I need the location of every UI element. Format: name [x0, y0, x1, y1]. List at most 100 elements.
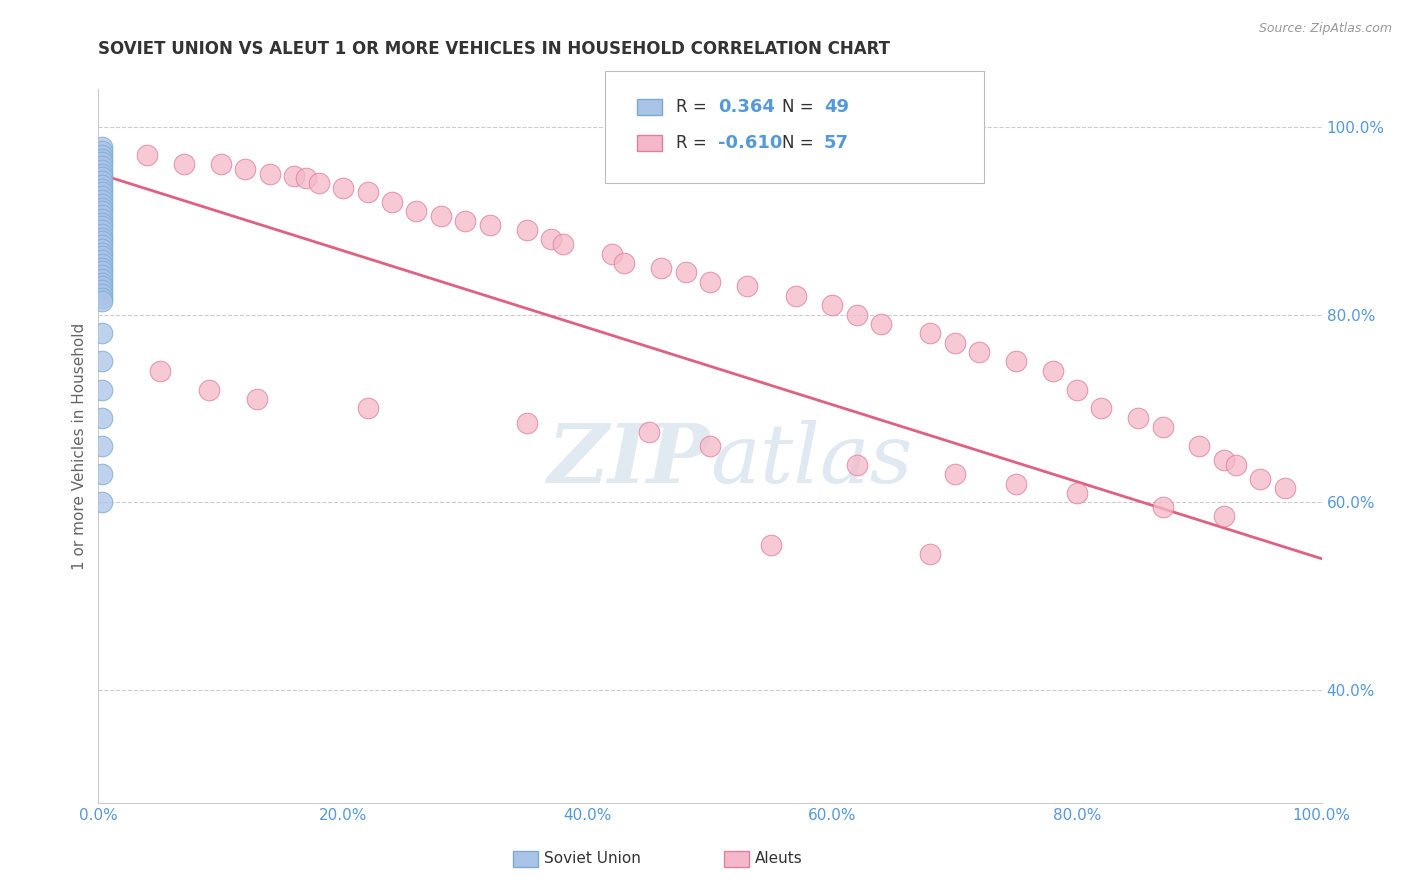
Point	[1066, 383, 1088, 397]
Point	[91, 410, 114, 425]
Point	[1090, 401, 1112, 416]
Point	[91, 140, 114, 154]
Point	[91, 326, 114, 341]
Text: R =: R =	[676, 134, 713, 152]
Point	[356, 186, 378, 200]
Point	[91, 264, 114, 278]
Point	[1004, 354, 1026, 368]
Point	[1128, 410, 1150, 425]
Point	[478, 219, 501, 233]
Point	[91, 152, 114, 166]
Point	[381, 194, 404, 209]
Text: Aleuts: Aleuts	[755, 852, 803, 866]
Text: R =: R =	[676, 98, 713, 116]
Point	[91, 193, 114, 207]
Point	[91, 268, 114, 282]
Point	[1066, 486, 1088, 500]
Point	[600, 246, 623, 260]
Point	[1152, 500, 1174, 514]
Text: ZIP: ZIP	[547, 420, 710, 500]
Point	[967, 345, 990, 359]
Point	[1212, 453, 1234, 467]
Point	[91, 189, 114, 203]
Point	[91, 279, 114, 293]
Point	[91, 272, 114, 286]
Point	[699, 439, 721, 453]
Point	[1188, 439, 1211, 453]
Point	[91, 223, 114, 237]
Point	[91, 219, 114, 234]
Text: atlas: atlas	[710, 420, 912, 500]
Point	[735, 279, 758, 293]
Point	[553, 237, 575, 252]
Text: N =: N =	[782, 98, 818, 116]
Point	[1004, 476, 1026, 491]
Point	[295, 171, 318, 186]
Point	[91, 242, 114, 256]
Text: 0.364: 0.364	[718, 98, 775, 116]
Point	[91, 245, 114, 260]
Point	[173, 157, 195, 171]
Point	[1225, 458, 1247, 472]
Point	[209, 157, 232, 171]
Point	[91, 253, 114, 268]
Text: Soviet Union: Soviet Union	[544, 852, 641, 866]
Point	[650, 260, 672, 275]
Point	[91, 208, 114, 222]
Point	[845, 458, 868, 472]
Point	[91, 155, 114, 169]
Point	[308, 176, 330, 190]
Point	[91, 383, 114, 397]
Text: 57: 57	[824, 134, 849, 152]
Point	[91, 178, 114, 192]
Point	[91, 283, 114, 297]
Point	[91, 196, 114, 211]
Point	[91, 235, 114, 249]
Point	[91, 230, 114, 244]
Point	[845, 308, 868, 322]
Point	[943, 335, 966, 350]
Text: -0.610: -0.610	[718, 134, 783, 152]
Point	[91, 201, 114, 215]
Point	[91, 186, 114, 200]
Point	[821, 298, 844, 312]
Point	[91, 260, 114, 275]
Point	[1249, 472, 1271, 486]
Point	[91, 148, 114, 162]
Text: Source: ZipAtlas.com: Source: ZipAtlas.com	[1258, 22, 1392, 36]
Point	[91, 354, 114, 368]
Point	[91, 249, 114, 263]
Point	[91, 174, 114, 188]
Point	[870, 317, 893, 331]
Point	[785, 289, 807, 303]
Point	[91, 167, 114, 181]
Point	[332, 181, 354, 195]
Point	[233, 161, 256, 176]
Point	[1042, 364, 1064, 378]
Point	[454, 213, 477, 227]
Point	[136, 148, 159, 162]
Point	[91, 159, 114, 173]
Point	[515, 223, 537, 237]
Point	[515, 416, 537, 430]
Point	[430, 209, 453, 223]
Point	[91, 211, 114, 226]
Point	[699, 275, 721, 289]
Point	[356, 401, 378, 416]
Point	[637, 425, 661, 439]
Y-axis label: 1 or more Vehicles in Household: 1 or more Vehicles in Household	[72, 322, 87, 570]
Point	[91, 291, 114, 305]
Point	[259, 167, 281, 181]
Point	[91, 467, 114, 482]
Text: SOVIET UNION VS ALEUT 1 OR MORE VEHICLES IN HOUSEHOLD CORRELATION CHART: SOVIET UNION VS ALEUT 1 OR MORE VEHICLES…	[98, 40, 890, 58]
Point	[197, 383, 219, 397]
Point	[91, 238, 114, 252]
Point	[91, 182, 114, 196]
Point	[91, 144, 114, 158]
Point	[91, 276, 114, 290]
Point	[1212, 509, 1234, 524]
Point	[540, 232, 562, 246]
Point	[91, 495, 114, 509]
Point	[91, 294, 114, 309]
Point	[283, 169, 305, 183]
